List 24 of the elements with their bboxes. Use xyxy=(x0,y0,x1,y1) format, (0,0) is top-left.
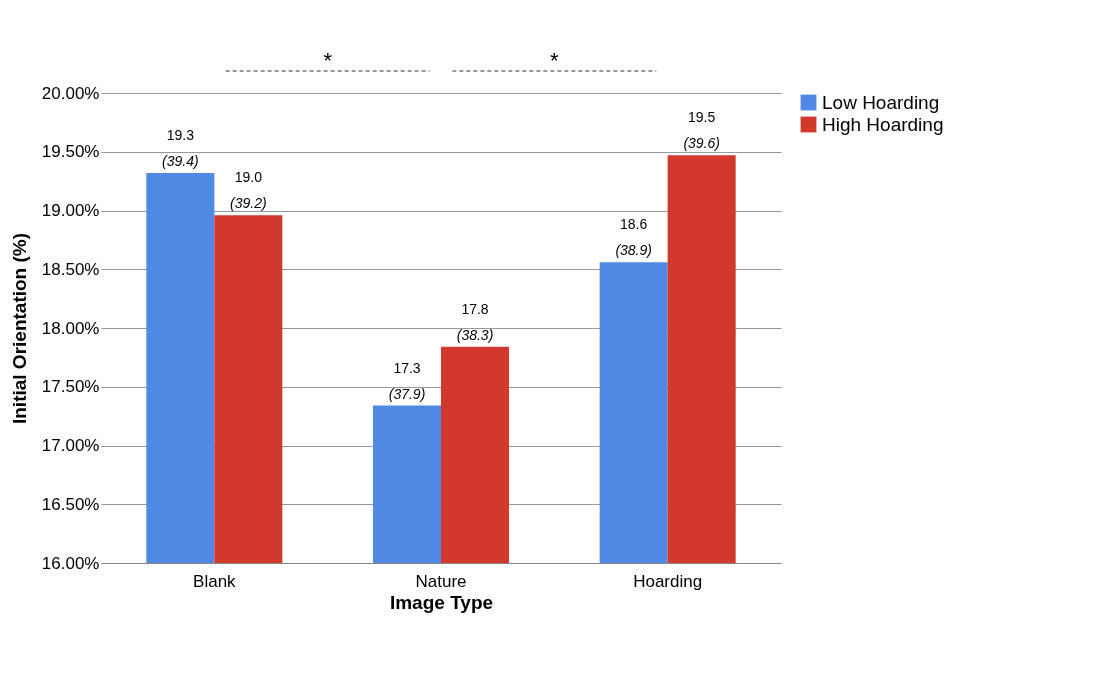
y-tick-label: 16.50% xyxy=(41,494,100,514)
legend-label: Low Hoarding xyxy=(822,91,940,113)
text: 17.8 (38.3) xyxy=(456,300,494,343)
y-tick-label: 17.50% xyxy=(41,377,100,397)
y-axis-title: Initial Orientation (%) xyxy=(8,232,30,425)
x-tick-label: Nature xyxy=(415,571,467,591)
x-tick-label: Hoarding xyxy=(633,571,703,591)
y-tick-label: 18.50% xyxy=(41,259,100,279)
y-tick-label: 16.00% xyxy=(41,553,100,573)
y-tick-label: 20.00% xyxy=(41,83,100,103)
y-tick-label: 17.00% xyxy=(41,436,100,455)
text: * xyxy=(323,48,333,73)
y-tick-label: 18.00% xyxy=(41,318,100,338)
x-tick-label: Blank xyxy=(193,571,237,591)
text: 17.3 (37.9) xyxy=(388,359,426,402)
text: * xyxy=(550,48,560,73)
x-axis-title: Image Type xyxy=(389,591,494,613)
text: 19.3 (39.4) xyxy=(162,126,199,169)
text: 19.0 (39.2) xyxy=(230,169,267,212)
text: 18.6 (38.9) xyxy=(615,216,652,259)
y-tick-label: 19.50% xyxy=(41,142,100,162)
text: 19.5 (39.6) xyxy=(683,109,720,152)
legend-label: High Hoarding xyxy=(822,113,944,135)
y-tick-label: 19.00% xyxy=(41,201,100,220)
